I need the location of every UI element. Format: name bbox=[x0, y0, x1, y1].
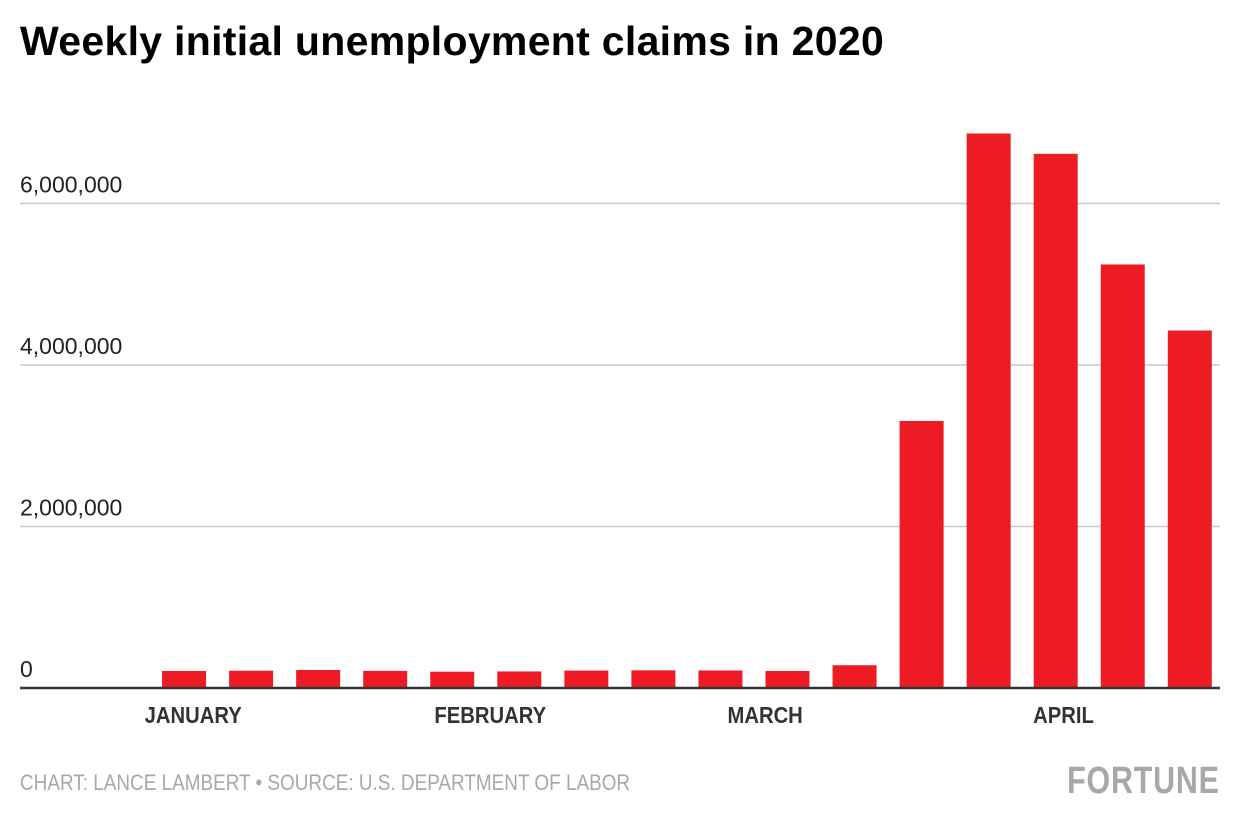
y-tick-label: 2,000,000 bbox=[20, 495, 122, 521]
bar: Mar 21: 3,307,000 bbox=[899, 420, 944, 688]
bar: Apr 18: 4,427,000 bbox=[1167, 330, 1212, 688]
bar: Mar 14: 282,000 bbox=[832, 665, 877, 688]
bar: Jan 18: 223,000 bbox=[296, 669, 341, 688]
bar: Feb 29: 217,000 bbox=[698, 670, 743, 688]
y-tick-label: 6,000,000 bbox=[20, 172, 122, 198]
bar: Apr 11: 5,245,000 bbox=[1100, 264, 1145, 688]
y-tick-label: 4,000,000 bbox=[20, 333, 122, 359]
bar: Mar 7: 211,000 bbox=[765, 670, 810, 688]
x-tick-label: FEBRUARY bbox=[434, 702, 546, 729]
chart-title: Weekly initial unemployment claims in 20… bbox=[20, 18, 885, 64]
x-tick-label: MARCH bbox=[727, 702, 802, 729]
bar: Feb 8: 205,000 bbox=[497, 671, 542, 688]
bar: Jan 4: 211,000 bbox=[162, 670, 207, 688]
x-tick-label: APRIL bbox=[1033, 702, 1094, 729]
bar: Jan 25: 212,000 bbox=[363, 670, 408, 688]
bar: Apr 4: 6,615,000 bbox=[1033, 153, 1078, 688]
bar: Feb 15: 216,000 bbox=[564, 670, 609, 688]
x-tick-label: JANUARY bbox=[145, 702, 243, 729]
bar: Jan 11: 214,000 bbox=[229, 670, 274, 688]
y-tick-label: 0 bbox=[20, 656, 33, 682]
bar: Feb 22: 219,000 bbox=[631, 670, 676, 688]
source-credit: CHART: LANCE LAMBERT • SOURCE: U.S. DEPA… bbox=[20, 770, 631, 795]
bar: Mar 28: 6,867,000 bbox=[966, 133, 1011, 688]
fortune-logo: FORTUNE bbox=[1067, 760, 1220, 802]
bar: Feb 1: 202,000 bbox=[430, 671, 475, 688]
